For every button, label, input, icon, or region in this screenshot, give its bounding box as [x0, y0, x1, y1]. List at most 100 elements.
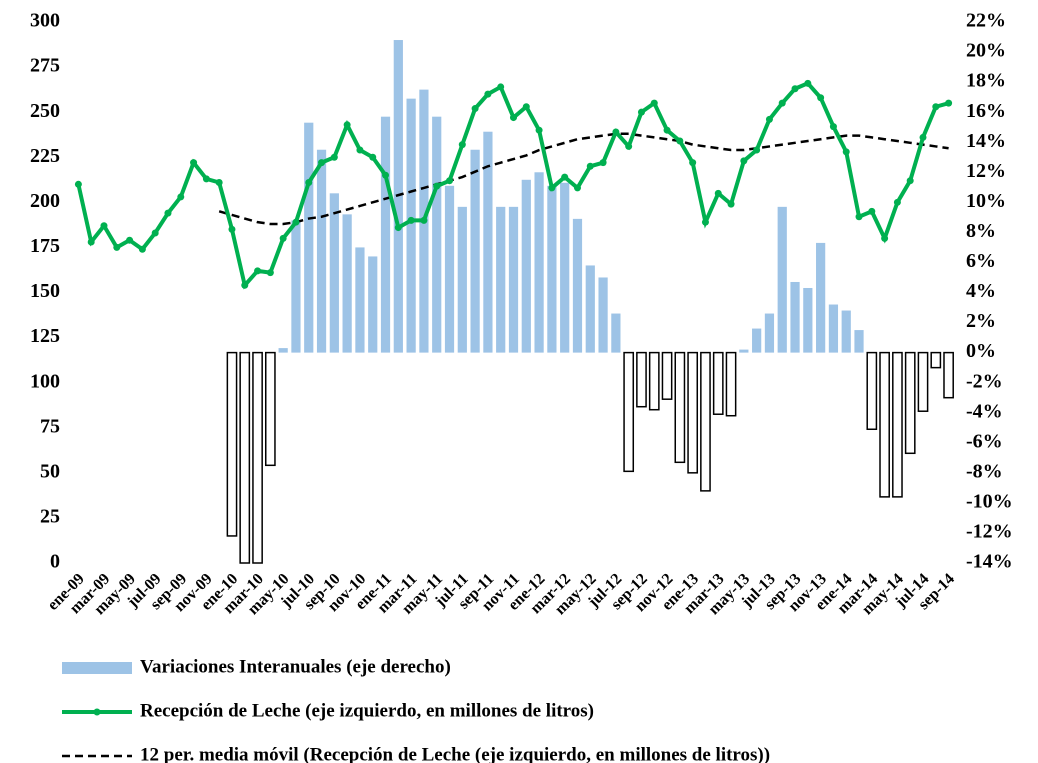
bar: [725, 351, 737, 417]
line-marker: [241, 281, 249, 289]
bar: [355, 247, 365, 353]
line-marker: [906, 177, 914, 185]
y-tick-label: 125: [30, 325, 60, 347]
line-marker: [778, 99, 786, 107]
bar: [226, 351, 238, 537]
line-marker: [407, 216, 415, 224]
y2-tick-label: -12%: [966, 521, 1013, 543]
line-marker: [177, 193, 185, 201]
line-marker: [573, 184, 581, 192]
bar: [892, 351, 903, 498]
bar: [917, 351, 929, 412]
line-marker: [113, 243, 121, 251]
bar: [239, 351, 251, 564]
legend-swatch: [62, 662, 132, 674]
bar: [470, 149, 480, 353]
y2-tick-label: 20%: [966, 40, 1006, 62]
y-tick-label: 50: [40, 460, 60, 482]
bar: [380, 116, 391, 353]
line-marker: [868, 207, 876, 215]
bar: [777, 206, 787, 353]
line-marker: [817, 94, 825, 102]
moving-average-line: [218, 132, 949, 226]
line-marker: [446, 177, 454, 185]
y-tick-label: 250: [30, 100, 60, 122]
bar: [291, 220, 301, 353]
line-marker: [382, 171, 390, 179]
bar: [700, 351, 711, 492]
line-marker: [215, 178, 223, 186]
bar: [585, 265, 595, 353]
bar: [712, 351, 724, 415]
y-tick-label: 150: [30, 280, 60, 302]
y-tick-label: 275: [30, 55, 60, 77]
line-marker: [305, 178, 313, 186]
bar: [879, 351, 890, 498]
line-marker: [279, 234, 287, 242]
line-marker: [471, 105, 479, 113]
y2-tick-label: 0%: [966, 340, 996, 362]
bar: [828, 304, 839, 353]
line-marker: [202, 175, 210, 183]
bar: [752, 328, 762, 353]
line-marker: [727, 200, 735, 208]
line-marker: [394, 224, 402, 232]
line-marker: [714, 189, 722, 197]
bar: [457, 206, 467, 353]
bar: [252, 351, 263, 564]
y-tick-label: 225: [30, 145, 60, 167]
y2-tick-label: -14%: [966, 551, 1013, 573]
line-marker: [522, 103, 530, 111]
line-marker: [100, 222, 108, 230]
y-tick-label: 0: [50, 551, 60, 573]
y2-tick-label: -4%: [966, 400, 1003, 422]
line-marker: [343, 121, 351, 129]
y-tick-label: 175: [30, 235, 60, 257]
line-marker: [266, 269, 274, 277]
bar: [547, 185, 557, 353]
y-tick-label: 25: [40, 506, 60, 528]
line-marker: [369, 153, 377, 161]
line-marker: [458, 141, 466, 149]
line-marker: [932, 103, 940, 111]
y2-tick-label: 10%: [966, 190, 1006, 212]
y-tick-label: 75: [40, 415, 60, 437]
line-marker: [740, 157, 748, 165]
y2-tick-label: 8%: [966, 220, 996, 242]
bar: [316, 149, 327, 353]
bar: [661, 351, 673, 400]
line-marker: [484, 90, 492, 98]
line-marker: [881, 234, 889, 242]
bar: [496, 206, 506, 353]
line-marker: [164, 209, 172, 217]
legend-label: Variaciones Interanuales (eje derecho): [140, 656, 451, 677]
y2-tick-label: -2%: [966, 370, 1003, 392]
line-marker: [586, 162, 594, 170]
bar: [764, 313, 775, 353]
y2-tick-label: -6%: [966, 430, 1003, 452]
line-marker: [126, 236, 134, 244]
line-marker: [318, 159, 326, 167]
y2-tick-label: 4%: [966, 280, 996, 302]
line-marker: [87, 238, 95, 246]
line-marker: [676, 137, 684, 145]
y-tick-label: 200: [30, 190, 60, 212]
bar: [854, 330, 864, 353]
legend-label: 12 per. media móvil (Recepción de Leche …: [140, 744, 770, 763]
line-marker: [510, 114, 517, 122]
line-marker: [190, 159, 198, 167]
line-marker: [855, 213, 863, 221]
line-marker: [842, 148, 850, 156]
y2-tick-label: 16%: [966, 100, 1006, 122]
line-marker: [625, 142, 633, 150]
line-marker: [804, 79, 812, 87]
line-marker: [791, 85, 799, 93]
bar: [560, 182, 570, 353]
legend-marker: [93, 708, 101, 716]
bar: [483, 131, 493, 353]
bar: [648, 351, 660, 411]
y2-tick-label: 12%: [966, 160, 1006, 182]
y2-tick-label: 22%: [966, 10, 1006, 32]
y2-tick-label: -10%: [966, 490, 1013, 512]
